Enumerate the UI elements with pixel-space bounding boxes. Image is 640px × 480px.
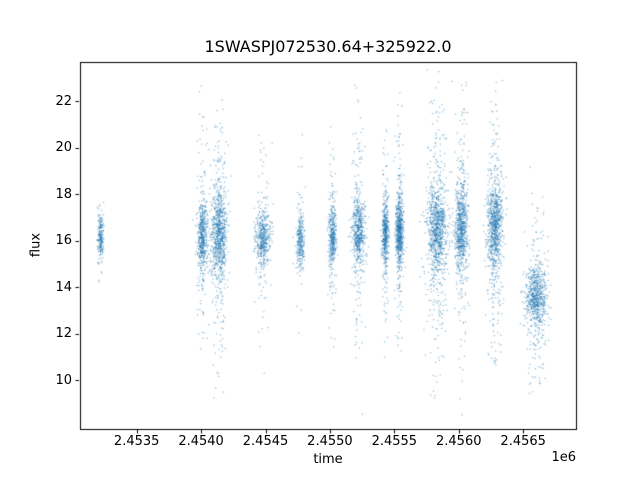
x-tick-label: 2.4565 <box>500 434 546 449</box>
chart-title: 1SWASPJ072530.64+325922.0 <box>204 37 452 56</box>
y-tick-label: 16 <box>55 233 72 249</box>
x-tick-label: 2.4535 <box>113 434 160 449</box>
x-tick-label: 2.4540 <box>178 434 224 449</box>
y-tick-label: 20 <box>55 140 72 156</box>
x-axis-label: time <box>313 452 343 467</box>
x-tick-label: 2.4545 <box>242 434 289 449</box>
y-tick-label: 18 <box>55 186 72 202</box>
x-axis-offset-label: 1e6 <box>551 450 576 465</box>
y-tick-label: 10 <box>55 372 72 388</box>
x-tick-label: 2.4550 <box>307 434 353 449</box>
x-tick-label: 2.4555 <box>371 434 418 449</box>
x-tick-label: 2.4560 <box>436 434 482 449</box>
y-tick-label: 14 <box>55 279 72 295</box>
y-tick-label: 12 <box>55 326 72 342</box>
y-tick-label: 22 <box>55 93 72 109</box>
